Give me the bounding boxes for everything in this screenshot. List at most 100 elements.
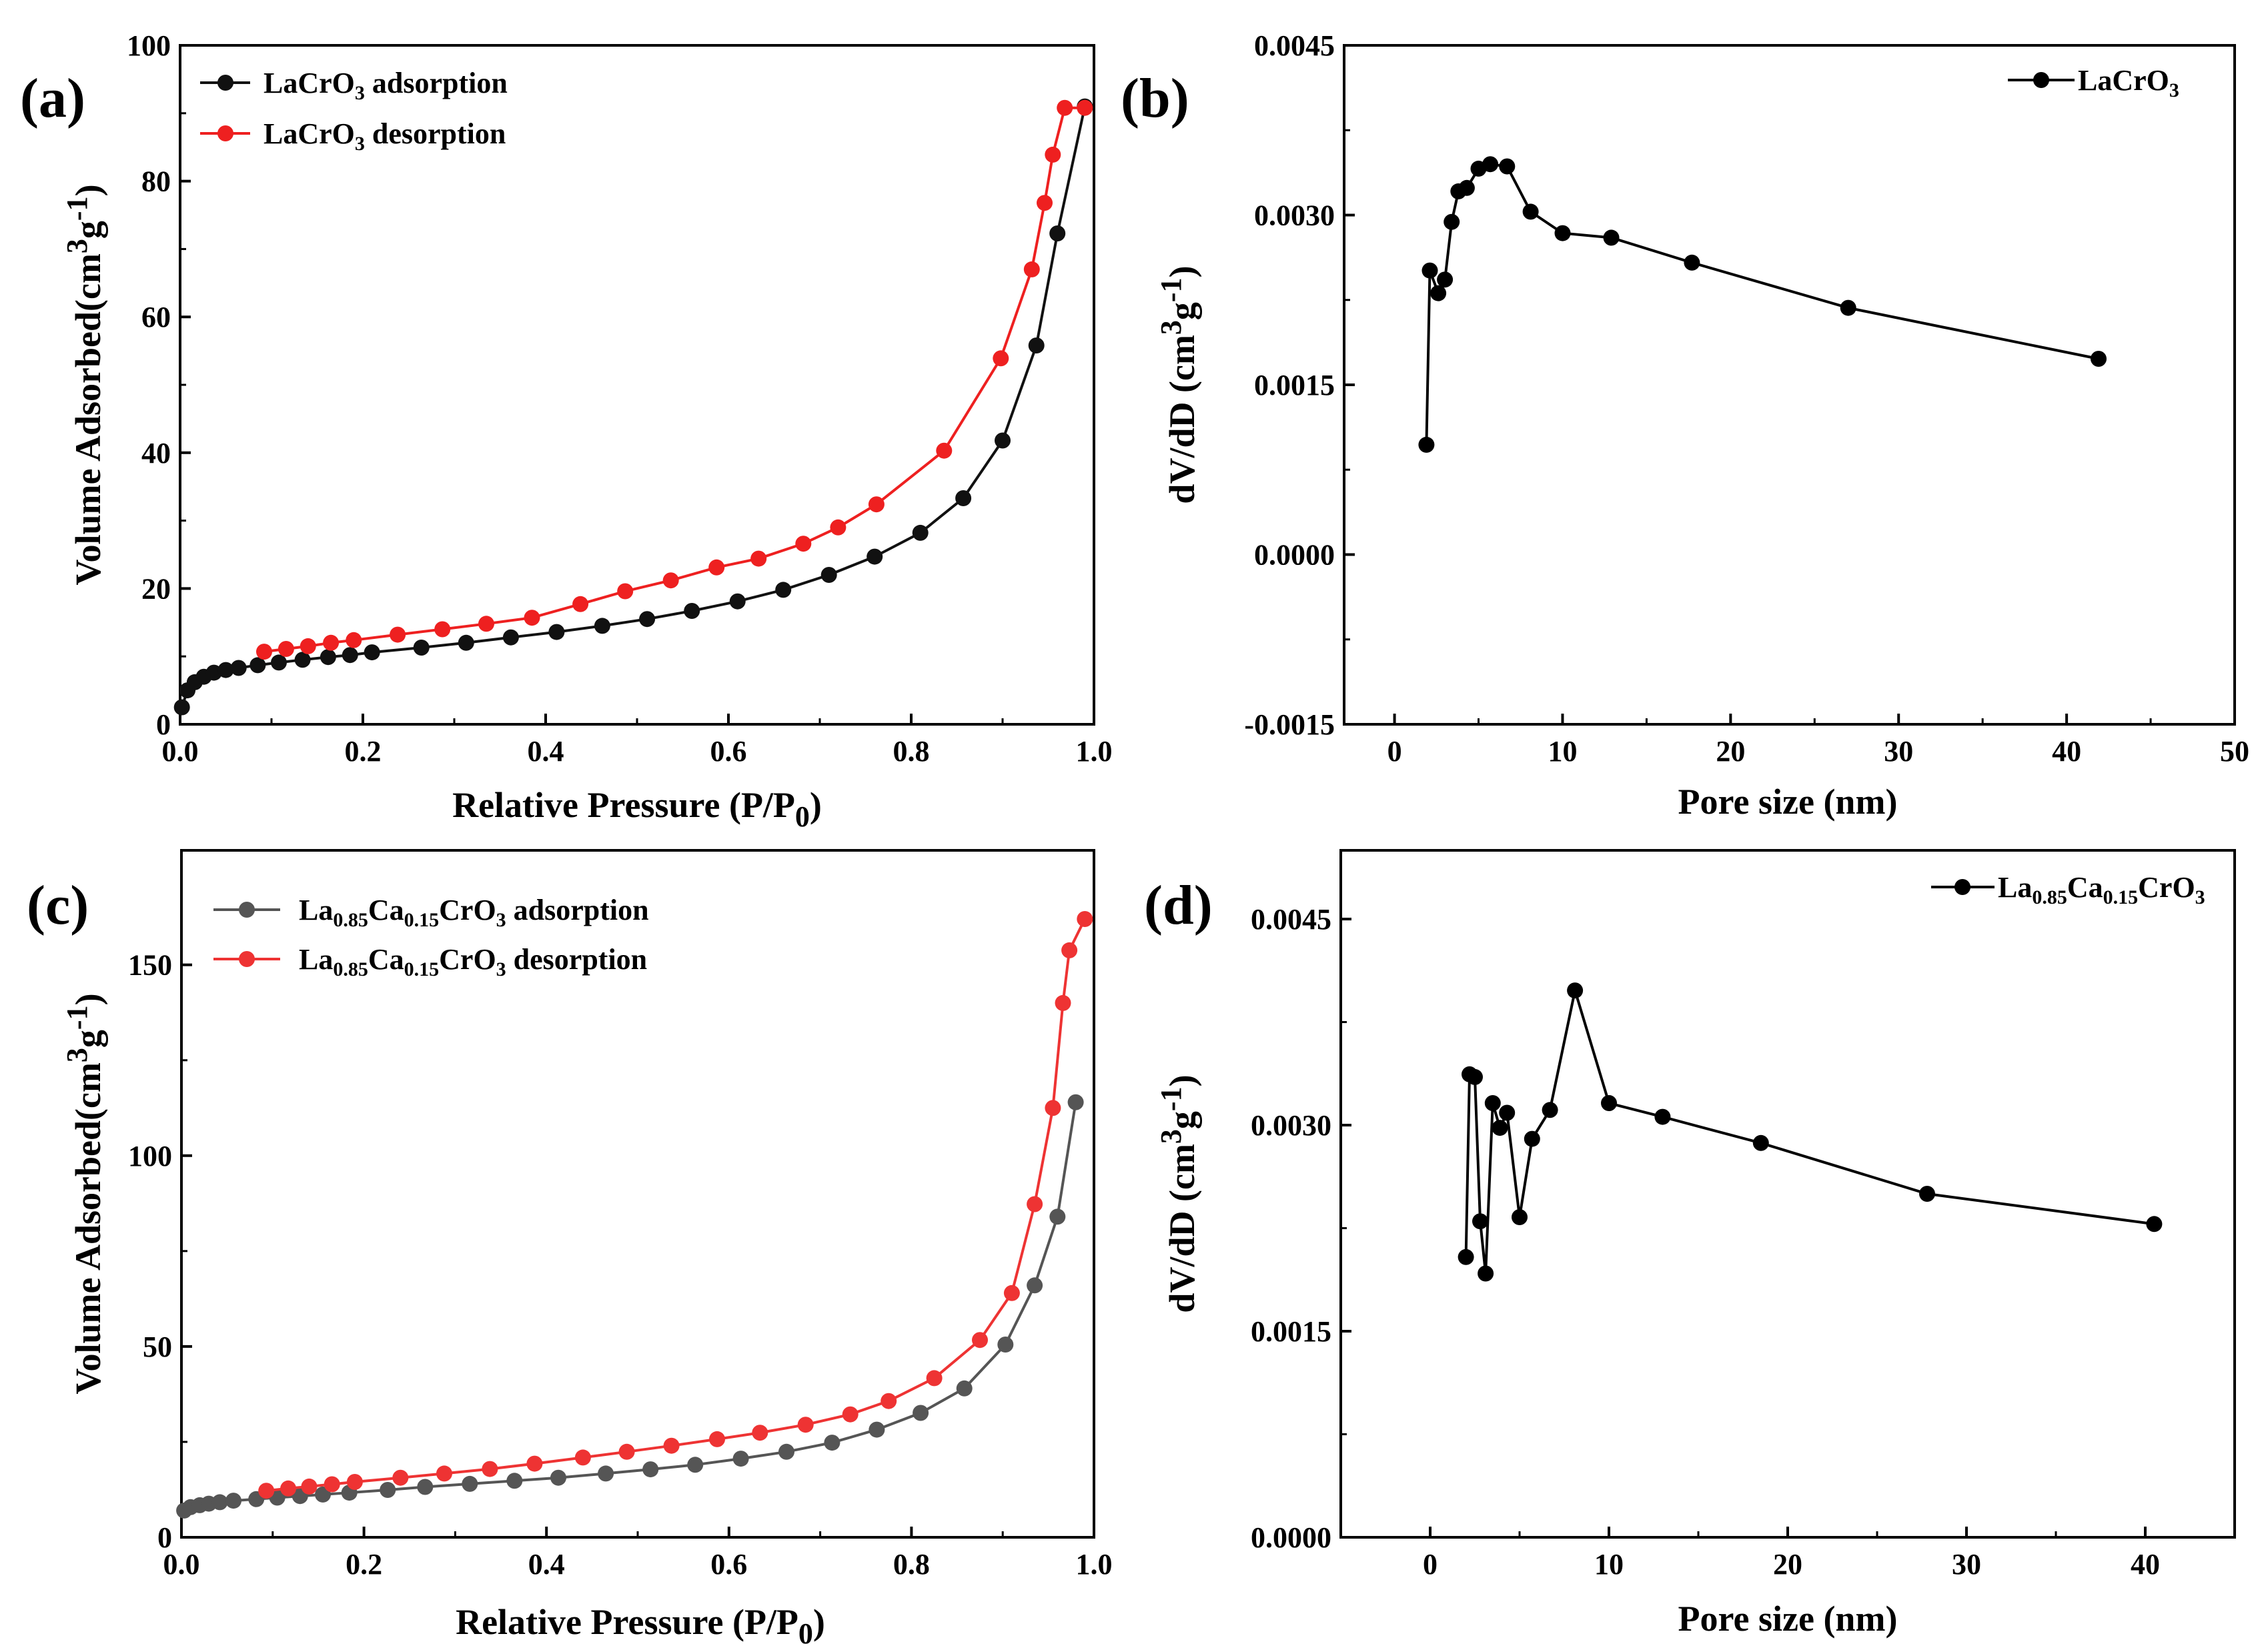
panel-c-ytick-label: 100	[128, 1140, 172, 1172]
panel-d-legend: La0.85Ca0.15CrO3	[1931, 871, 2205, 908]
panel-a-series-1-point	[524, 610, 540, 626]
panel-a-series-1-point	[300, 638, 316, 654]
panel-c-series-1-point	[1055, 994, 1071, 1011]
panel-a-series-1-point	[936, 442, 953, 459]
legend-c-adsorption-marker	[239, 902, 255, 918]
legend-a-adsorption-label: LaCrO3 adsorption	[263, 67, 508, 104]
panel-c-series-0-point	[550, 1469, 566, 1486]
legend-a-desorption-marker	[217, 125, 233, 141]
panel-b-series-0-point	[1437, 271, 1454, 288]
panel-c-series-0-point	[956, 1380, 973, 1397]
panel-d-series-0-point	[1499, 1104, 1516, 1121]
panel-d-series-0-point	[1542, 1102, 1558, 1118]
panel-c-series-1-point	[663, 1437, 680, 1454]
panel-a-series-0-point	[1028, 337, 1045, 353]
panel-c-series-0-point	[997, 1337, 1014, 1353]
panel-b-ytick-label: -0.0015	[1244, 708, 1335, 741]
panel-c-label: (c)	[27, 874, 89, 936]
panel-b-series-0-point	[1444, 213, 1460, 230]
panel-c-xlabel: Relative Pressure (P/P0)	[456, 1602, 825, 1650]
panel-b-ytick-label: 0.0000	[1254, 539, 1335, 572]
panel-d-ticks: 0 10 20 30 40 0.0000 0.0015 0.0030 0.0045	[1251, 903, 2160, 1581]
panel-b-ytick-label: 0.0030	[1254, 199, 1335, 232]
panel-d-label: (d)	[1144, 874, 1213, 936]
panel-a-ytick-label: 100	[127, 29, 171, 62]
panel-a-series-1-point	[572, 596, 589, 612]
panel-c-series-1-point	[324, 1476, 340, 1493]
panel-c-xtick-label: 0.6	[710, 1548, 747, 1581]
panel-b-ytick-label: 0.0045	[1254, 29, 1335, 62]
panel-b-xtick-label: 10	[1548, 735, 1577, 768]
panel-c-series-1-point	[436, 1465, 452, 1482]
panel-c-series-1-point	[1077, 911, 1093, 927]
panel-a-series-1-point	[1023, 261, 1040, 277]
panel-c-series-0-point	[315, 1486, 331, 1503]
panel-a-series-0-point	[502, 629, 519, 646]
panel-a-ticks: 0.0 0.2 0.4 0.6 0.8 1.0 0 20 40 60 80 100	[127, 29, 1113, 768]
panel-c-series-0-point	[778, 1443, 794, 1460]
panel-c: (c) 0.0 0.2 0.4 0.6 0.8 1.0 0 50 100 150 La0.85Ca…	[27, 849, 1113, 1650]
panel-b-xlabel: Pore size (nm)	[1678, 782, 1898, 822]
panel-b-series-0-point	[1684, 254, 1700, 271]
panel-a-ytick-label: 40	[141, 437, 171, 470]
legend-c-adsorption-label: La0.85Ca0.15CrO3 adsorption	[299, 894, 649, 931]
panel-a-ytick-label: 80	[141, 165, 171, 198]
panel-a-legend: LaCrO3 adsorption LaCrO3 desorption	[200, 67, 508, 155]
panel-a-series-1-point	[708, 559, 725, 576]
panel-a-ytick-label: 0	[156, 708, 171, 741]
panel-a-xtick-label: 0.4	[528, 735, 564, 768]
panel-c-xtick-label: 0.4	[528, 1548, 565, 1581]
panel-d-series-0-point	[1484, 1095, 1501, 1111]
panel-d-series	[1458, 982, 2163, 1282]
panel-c-series-0-point	[506, 1473, 523, 1489]
panel-c-series-0-point	[642, 1461, 659, 1478]
panel-a-series-1-point	[434, 621, 451, 638]
panel-c-series-1-point	[797, 1417, 814, 1433]
panel-d-series-0-point	[1654, 1108, 1671, 1125]
panel-a-series-1-point	[277, 641, 294, 657]
panel-a-series-0-point	[548, 624, 565, 640]
panel-a-series-0-point	[594, 618, 610, 634]
panel-c-series-1-point	[618, 1443, 635, 1460]
panel-a-series-1-point	[323, 634, 340, 651]
panel-d-ytick-label: 0.0045	[1251, 903, 1331, 936]
panel-c-series-1-point	[1045, 1100, 1061, 1116]
panel-a-series-0-point	[342, 647, 358, 664]
legend-a-adsorption-marker	[217, 75, 233, 91]
legend-b-marker	[2033, 72, 2049, 88]
panel-c-series-0-point	[1049, 1208, 1066, 1225]
panel-b-series-0-point	[1430, 285, 1447, 301]
panel-a-xtick-label: 0.6	[710, 735, 747, 768]
panel-d-series-0-point	[1467, 1068, 1483, 1085]
panel-c-series-1-point	[526, 1455, 543, 1472]
panel-c-series-0-point	[732, 1451, 749, 1467]
panel-b-xtick-label: 50	[2220, 735, 2249, 768]
panel-c-series-1-point	[280, 1480, 297, 1497]
panel-a-series-1-point	[256, 644, 272, 660]
panel-d-series-0-line	[1464, 990, 2155, 1274]
panel-c-series-1-point	[1061, 942, 1078, 958]
panel-c-series-0-point	[1067, 1094, 1084, 1110]
legend-d-label: La0.85Ca0.15CrO3	[1998, 871, 2205, 908]
panel-b-xtick-label: 40	[2052, 735, 2081, 768]
panel-d-series-0-point	[1752, 1134, 1769, 1151]
panel-c-series-1-point	[752, 1425, 768, 1441]
panel-a-series-1-point	[617, 583, 634, 600]
panel-c-series-0-point	[462, 1475, 478, 1492]
panel-d-ytick-label: 0.0030	[1251, 1109, 1331, 1142]
panel-d-xtick-label: 20	[1773, 1548, 1802, 1581]
panel-c-series-1-point	[258, 1483, 275, 1499]
panel-c-series-1-point	[881, 1393, 897, 1409]
panel-a-series-0-point	[230, 660, 247, 676]
panel-a-ytick-label: 60	[141, 301, 171, 333]
panel-a-series-1-point	[662, 572, 679, 589]
panel-a-series-0-point	[458, 634, 474, 651]
panel-c-series-0-point	[417, 1479, 434, 1495]
panel-c-ytick-label: 50	[143, 1331, 172, 1363]
panel-c-series-0-point	[869, 1421, 885, 1438]
panel-d-xlabel: Pore size (nm)	[1678, 1599, 1898, 1639]
panel-a-series-0-point	[320, 649, 336, 666]
panel-b-series-0-point	[1482, 156, 1499, 173]
panel-c-series-1-point	[709, 1431, 725, 1447]
